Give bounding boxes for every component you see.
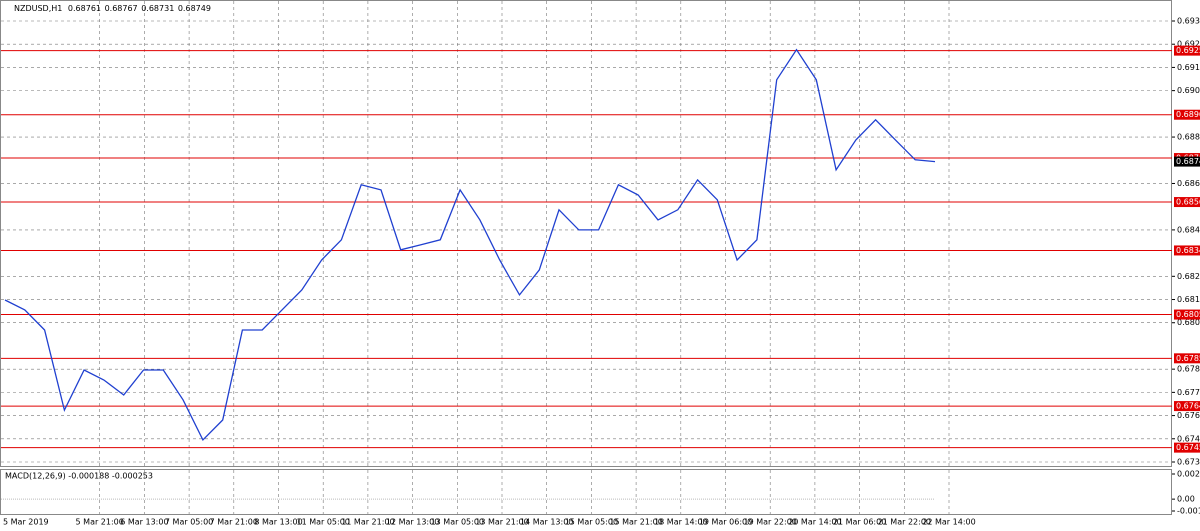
price-label: 0.67390 [1177,458,1200,467]
time-label: 5 Mar 21:00 [76,518,124,527]
level-label: 0.68057 [1176,310,1200,319]
time-label: 20 Mar 14:00 [788,518,841,527]
level-tag [1174,245,1200,256]
level-tag [1174,442,1200,453]
level-label: 0.68961 [1176,110,1200,119]
time-label: 22 Mar 14:00 [922,518,975,527]
time-label: 19 Mar 22:00 [743,518,796,527]
price-label: 0.68125 [1177,295,1200,304]
level-tag [1174,197,1200,208]
close: 0.68749 [178,4,211,13]
price-label: 0.69175 [1177,63,1200,72]
level-tag [1174,353,1200,364]
price-label: 0.69280 [1177,40,1200,49]
macd-panel [0,469,1172,515]
time-label: 19 Mar 06:00 [699,518,752,527]
price-label: 0.68440 [1177,225,1200,234]
level-tag [1174,109,1200,120]
price-label: 0.68860 [1177,133,1200,142]
level-label: 0.67455 [1176,443,1200,452]
level-label: 0.67859 [1176,354,1200,363]
time-label: 14 Mar 13:00 [520,518,573,527]
current-price-label: 0.68749 [1176,157,1200,166]
time-label: 7 Mar 21:00 [210,518,258,527]
price-label: 0.67705 [1177,388,1200,397]
price-label: 0.68230 [1177,272,1200,281]
time-label: 7 Mar 05:00 [165,518,213,527]
time-label: 21 Mar 06:00 [833,518,886,527]
time-label: 11 Mar 21:00 [341,518,394,527]
price-label: 0.68650 [1177,179,1200,188]
price-label: 0.69385 [1177,17,1200,26]
price-label: 0.68020 [1177,318,1200,327]
macd-tick-label: -0.00106 [1177,507,1200,516]
price-label: 0.69070 [1177,86,1200,95]
level-label: 0.67643 [1176,402,1200,411]
open: 0.68761 [68,4,101,13]
time-label: 11 Mar 05:00 [296,518,349,527]
time-label: 18 Mar 14:00 [654,518,707,527]
level-label: 0.69251 [1176,46,1200,55]
time-label: 8 Mar 13:00 [254,518,302,527]
low: 0.68731 [141,4,174,13]
macd-label: MACD(12,26,9) -0.000188 -0.000253 [5,472,153,481]
main-panel [0,0,1172,467]
price-line [4,48,936,442]
price-label: 0.67600 [1177,411,1200,420]
level-tag [1174,309,1200,320]
level-tag [1174,45,1200,56]
symbol: NZDUSD,H1 [14,4,62,13]
macd-tick-label: 0.002245 [1177,470,1200,479]
time-label: 13 Mar 21:00 [475,518,528,527]
time-label: 15 Mar 05:00 [565,518,618,527]
level-label: 0.68347 [1176,246,1200,255]
price-label: 0.67810 [1177,365,1200,374]
level-label: 0.68566 [1176,198,1200,207]
current-price-tag [1174,156,1200,167]
time-label: 6 Mar 13:00 [120,518,168,527]
macd-tick-label: 0.00 [1177,495,1195,504]
header: NZDUSD,H1 0.68761 0.68767 0.68731 0.6874… [14,4,211,13]
time-label: 5 Mar 2019 [3,518,49,527]
time-label: 15 Mar 21:00 [609,518,662,527]
high: 0.68767 [105,4,138,13]
time-label: 21 Mar 22:00 [878,518,931,527]
time-label: 12 Mar 13:00 [386,518,439,527]
time-label: 13 Mar 05:00 [431,518,484,527]
level-tag [1174,401,1200,412]
price-label: 0.67495 [1177,434,1200,443]
